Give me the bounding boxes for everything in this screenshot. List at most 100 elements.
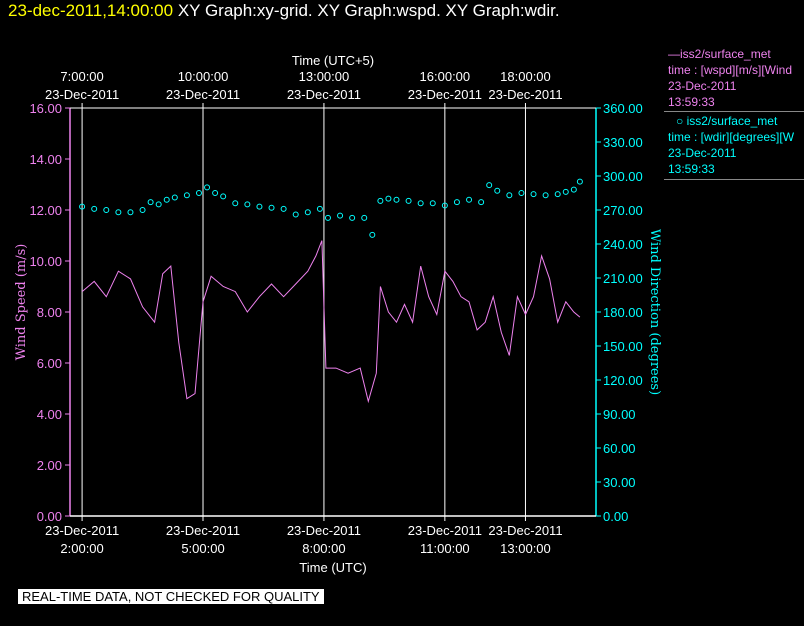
wind-direction-point	[349, 214, 356, 221]
bottom-axis-title: Time (UTC)	[299, 560, 366, 575]
right-tick-label: 270.00	[603, 203, 643, 218]
left-tick-label: 0.00	[37, 509, 62, 524]
wind-direction-point	[204, 184, 211, 191]
wind-speed-line	[81, 240, 581, 404]
right-tick-label: 330.00	[603, 135, 643, 150]
bottom-tick-time: 8:00:00	[302, 541, 345, 556]
top-tick-time: 10:00:00	[178, 69, 229, 84]
right-tick-label: 300.00	[603, 169, 643, 184]
bottom-tick-time: 5:00:00	[181, 541, 224, 556]
wind-direction-point	[518, 190, 525, 196]
wind-direction-point	[147, 199, 154, 206]
legend-wspd-name: iss2/surface_met	[680, 47, 771, 61]
wind-direction-point	[441, 202, 448, 209]
left-axis-title: Wind Speed (m/s)	[14, 244, 29, 361]
top-tick-date: 23-Dec-2011	[166, 87, 240, 102]
legend-wspd: —iss2/surface_met time : [wspd][m/s][Win…	[664, 46, 804, 110]
right-tick-label: 90.00	[603, 407, 636, 422]
top-tick-time: 13:00:00	[299, 69, 350, 84]
wind-direction-point	[155, 201, 162, 208]
wind-direction-point	[195, 190, 202, 196]
wind-direction-point	[369, 231, 376, 238]
wind-direction-point	[324, 214, 331, 221]
top-tick-date: 23-Dec-2011	[488, 87, 562, 102]
wind-direction-point	[163, 196, 170, 203]
bottom-tick-date: 23-Dec-2011	[408, 523, 482, 538]
left-tick-label: 6.00	[37, 356, 62, 371]
wind-direction-point	[576, 178, 583, 185]
bottom-tick-date: 23-Dec-2011	[488, 523, 562, 538]
right-tick-label: 150.00	[603, 339, 643, 354]
wind-direction-point	[554, 191, 561, 198]
legend-wspd-date: 23-Dec-2011	[668, 79, 737, 93]
bottom-tick-date: 23-Dec-2011	[45, 523, 119, 538]
wind-direction-point	[478, 199, 485, 206]
top-tick-time: 7:00:00	[60, 69, 103, 84]
wind-direction-point	[405, 197, 412, 204]
wind-direction-point	[115, 209, 122, 216]
left-tick-label: 14.00	[29, 152, 62, 167]
wind-direction-point	[79, 203, 86, 210]
wind-direction-point	[417, 200, 424, 207]
wind-direction-point	[268, 204, 275, 211]
wind-direction-point	[562, 188, 569, 195]
legend: —iss2/surface_met time : [wspd][m/s][Win…	[664, 46, 804, 180]
bottom-tick-date: 23-Dec-2011	[287, 523, 361, 538]
wind-direction-point	[486, 182, 493, 189]
wind-direction-point	[244, 201, 251, 208]
grid-lines	[81, 108, 526, 516]
legend-divider	[664, 111, 804, 112]
wind-direction-point	[292, 211, 299, 218]
axes	[65, 103, 601, 521]
wind-direction-point	[127, 209, 134, 216]
right-tick-label: 120.00	[603, 373, 643, 388]
top-tick-date: 23-Dec-2011	[408, 87, 482, 102]
legend-wdir-name: iss2/surface_met	[686, 114, 778, 128]
wind-direction-point	[232, 200, 239, 207]
wind-direction-point	[280, 205, 287, 212]
top-tick-date: 23-Dec-2011	[45, 87, 119, 102]
legend-wdir: ○ iss2/surface_met time : [wdir][degrees…	[664, 113, 804, 177]
right-tick-label: 240.00	[603, 237, 643, 252]
wind-direction-point	[542, 192, 549, 199]
legend-line-icon: —	[668, 47, 680, 61]
axis-labels: 0.00 2.00 4.00 6.00 8.00 10.00 12.00 14.00 16.00…	[14, 53, 662, 575]
wind-direction-point	[466, 196, 473, 203]
wind-direction-point	[316, 205, 323, 212]
wind-direction-point	[429, 200, 436, 207]
wind-direction-point	[212, 190, 219, 196]
wind-direction-point	[494, 187, 501, 194]
bottom-tick-date: 23-Dec-2011	[166, 523, 240, 538]
legend-circle-icon: ○	[676, 114, 687, 128]
legend-wdir-date: 23-Dec-2011	[668, 146, 737, 160]
top-axis-title: Time (UTC+5)	[292, 53, 374, 68]
wind-direction-point	[103, 207, 110, 213]
left-tick-label: 2.00	[37, 458, 62, 473]
bottom-tick-time: 2:00:00	[60, 541, 103, 556]
left-tick-label: 8.00	[37, 305, 62, 320]
wind-direction-point	[337, 212, 344, 219]
wind-direction-point	[171, 194, 178, 201]
wind-direction-point	[361, 214, 368, 221]
legend-wspd-time: 13:59:33	[668, 95, 715, 109]
right-tick-label: 180.00	[603, 305, 643, 320]
wind-direction-point	[183, 192, 190, 199]
right-axis-title: Wind Direction (degrees)	[647, 229, 662, 395]
wind-direction-point	[570, 186, 577, 193]
left-tick-label: 10.00	[29, 254, 62, 269]
wind-direction-point	[256, 203, 263, 210]
timestamp: 23-dec-2011,14:00:00	[8, 1, 174, 20]
bottom-tick-time: 11:00:00	[420, 541, 470, 556]
right-tick-label: 210.00	[603, 271, 643, 286]
top-tick-time: 18:00:00	[500, 69, 551, 84]
top-tick-date: 23-Dec-2011	[287, 87, 361, 102]
top-tick-time: 16:00:00	[420, 69, 471, 84]
bottom-tick-time: 13:00:00	[500, 541, 551, 556]
wind-direction-point	[377, 197, 384, 204]
wind-direction-point	[385, 195, 392, 202]
wind-direction-point	[393, 196, 400, 203]
wind-direction-point	[139, 207, 146, 213]
right-tick-label: 0.00	[603, 509, 628, 524]
wind-direction-point	[220, 193, 227, 200]
